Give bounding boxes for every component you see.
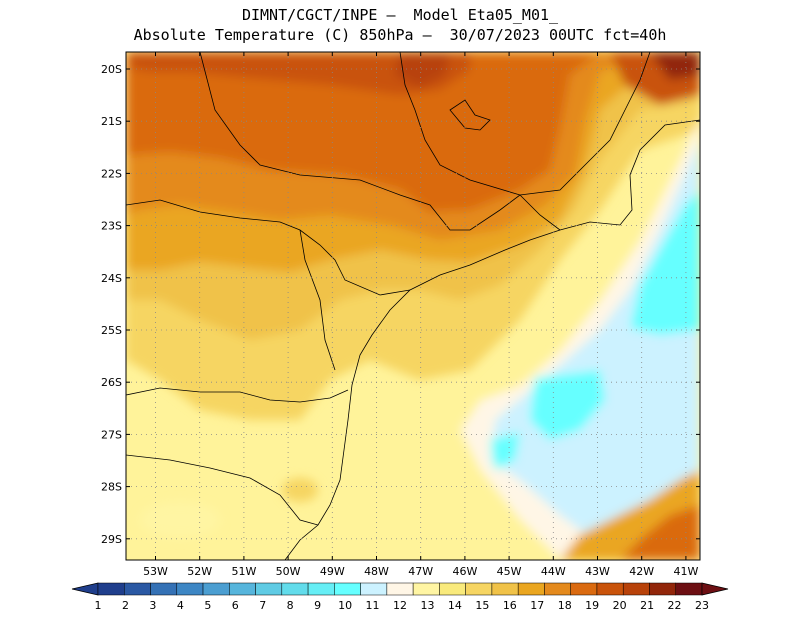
lon-label: 42W: [629, 565, 654, 578]
colorbar-swatch: [491, 582, 519, 596]
lat-label: 20S: [101, 63, 122, 76]
colorbar-label: 1: [95, 599, 102, 612]
boundaries: [126, 52, 700, 560]
colorbar-swatch: [281, 582, 309, 596]
colorbar-swatch: [255, 582, 283, 596]
colorbar-swatch: [622, 582, 650, 596]
state-border-7: [519, 194, 561, 231]
lon-label: 44W: [541, 565, 566, 578]
colorbar-arrow-right: [701, 582, 729, 596]
lon-label: 52W: [187, 565, 212, 578]
colorbar-swatch: [675, 582, 703, 596]
colorbar-label: 15: [475, 599, 489, 612]
colorbar-label: 5: [204, 599, 211, 612]
colorbar-label: 7: [259, 599, 266, 612]
lon-label: 41W: [673, 565, 698, 578]
colorbar-swatch: [97, 582, 125, 596]
colorbar-swatch: [439, 582, 466, 596]
map-title-line2: Absolute Temperature (C) 850hPa – 30/07/…: [133, 26, 667, 44]
lon-label: 47W: [408, 565, 433, 578]
colorbar-swatch: [360, 582, 388, 596]
colorbar-label: 6: [232, 599, 239, 612]
colorbar-label: 18: [558, 599, 572, 612]
map-title-line1: DIMNT/CGCT/INPE – Model Eta05_M01_: [241, 6, 559, 24]
colorbar-swatch: [202, 582, 230, 596]
lat-label: 26S: [101, 376, 122, 389]
colorbar-label: 12: [393, 599, 407, 612]
lat-label: 25S: [101, 324, 122, 337]
map-frame: [125, 51, 701, 561]
lon-label: 48W: [364, 565, 389, 578]
colorbar-swatch: [386, 582, 414, 596]
colorbar-swatch: [412, 582, 440, 596]
colorbar: 1 2 3 4 5 6 7 8 9 10 11 12 13 14 15 16 17 18 19 20 21 22 23: [71, 582, 729, 612]
colorbar-label: 14: [448, 599, 462, 612]
colorbar-label: 10: [338, 599, 352, 612]
colorbar-swatch: [307, 582, 335, 596]
lon-label: 45W: [497, 565, 522, 578]
lat-label: 27S: [101, 428, 122, 441]
latitude-axis: 20S 21S 22S 23S 24S 25S 26S 27S 28S 29S: [101, 63, 700, 546]
colorbar-swatch: [334, 582, 361, 596]
colorbar-label: 20: [613, 599, 627, 612]
colorbar-label: 19: [585, 599, 599, 612]
lon-label: 51W: [231, 565, 256, 578]
lat-label: 22S: [101, 167, 122, 180]
colorbar-label: 17: [530, 599, 544, 612]
colorbar-swatch: [150, 582, 178, 596]
lat-label: 24S: [101, 272, 122, 285]
colorbar-label: 21: [640, 599, 654, 612]
temperature-field: [126, 52, 700, 560]
colorbar-label: 13: [420, 599, 434, 612]
state-border-5: [199, 52, 521, 231]
lat-label: 29S: [101, 533, 122, 546]
colorbar-swatch: [649, 582, 676, 596]
coastline: [284, 119, 700, 560]
colorbar-arrow-left: [71, 582, 99, 596]
colorbar-swatch: [465, 582, 493, 596]
colorbar-label: 9: [314, 599, 321, 612]
lon-label: 46W: [452, 565, 477, 578]
colorbar-swatch: [570, 582, 598, 596]
lon-label: 53W: [143, 565, 168, 578]
colorbar-swatch: [596, 582, 624, 596]
grid-lines: [126, 52, 700, 560]
colorbar-label: 2: [122, 599, 129, 612]
colorbar-label: 3: [149, 599, 156, 612]
colorbar-swatch: [229, 582, 256, 596]
lat-label: 21S: [101, 115, 122, 128]
lat-label: 28S: [101, 481, 122, 494]
colorbar-swatch: [544, 582, 571, 596]
colorbar-label: 4: [177, 599, 184, 612]
lon-label: 43W: [585, 565, 610, 578]
lon-label: 50W: [276, 565, 301, 578]
state-border-3: [126, 454, 319, 526]
colorbar-swatch: [517, 582, 545, 596]
state-border-4: [299, 229, 336, 371]
state-border-2: [126, 387, 349, 403]
colorbar-label: 22: [668, 599, 682, 612]
colorbar-label: 8: [287, 599, 294, 612]
longitude-axis: 53W 52W 51W 50W 49W 48W 47W 46W 45W 44W 43W 42W 41W: [143, 52, 698, 578]
lat-label: 23S: [101, 220, 122, 233]
colorbar-label: 16: [503, 599, 517, 612]
colorbar-swatch: [176, 582, 204, 596]
colorbar-label: 11: [366, 599, 380, 612]
colorbar-swatch: [124, 582, 151, 596]
colorbar-label: 23: [695, 599, 709, 612]
lon-label: 49W: [320, 565, 345, 578]
